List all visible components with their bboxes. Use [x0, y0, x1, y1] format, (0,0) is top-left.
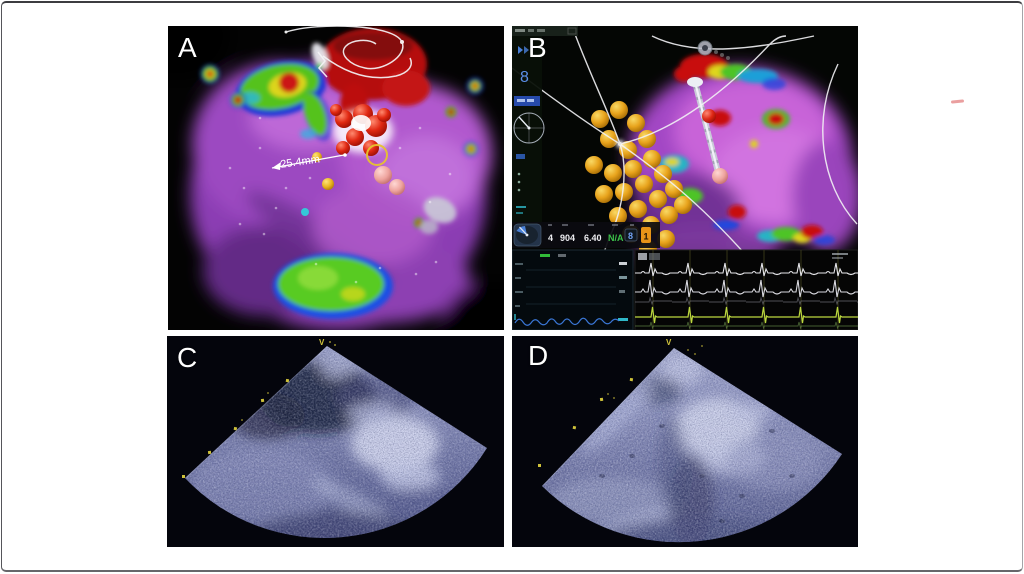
- chevron-right-icon: [518, 46, 523, 54]
- panel-a-voltage-map: 25.4mm A: [168, 26, 504, 330]
- ecg-panel: [634, 249, 858, 330]
- panel-b-mapping-screen: 8: [512, 26, 858, 330]
- panel-c-echocardiogram: V C: [167, 336, 504, 547]
- panel-b-graphic: 8: [512, 26, 858, 330]
- panel-a-graphic: 25.4mm: [168, 26, 504, 330]
- measurement-annotation: 25.4mm: [271, 153, 347, 171]
- sidebar-map-number: 8: [520, 69, 529, 86]
- stray-red-mark: [950, 99, 965, 104]
- ablation-status-bar: 4 904 6.40 N/A 8 1: [512, 222, 660, 248]
- pressure-waveform: [514, 317, 620, 326]
- surface-speckle-dots: [228, 116, 452, 284]
- status-value: 6.40: [584, 233, 602, 243]
- lesion-markers: [585, 101, 692, 258]
- depth-tick-marks: V: [182, 338, 336, 478]
- mapping-catheter: [687, 77, 728, 184]
- measurement-label: 25.4mm: [280, 153, 321, 170]
- depth-tick-marks: V: [538, 338, 703, 467]
- panel-d-echocardiogram: V D: [512, 336, 858, 547]
- sector-apex-marker: V: [666, 338, 672, 347]
- catheter-wires: [284, 26, 412, 79]
- scar-and-lesion-patches: [200, 28, 484, 319]
- sector-apex-marker: V: [319, 338, 325, 347]
- vitals-monitor-panel: [512, 249, 634, 330]
- status-value-na: N/A: [608, 233, 624, 243]
- panel-a-label: A: [178, 32, 197, 63]
- compass-circle-icon: [513, 112, 545, 144]
- panel-b-label: B: [528, 32, 547, 63]
- panel-c-label: C: [177, 342, 198, 373]
- status-value-chip: 1: [644, 232, 649, 242]
- ablation-points: [301, 104, 405, 216]
- panel-c-graphic: V: [167, 336, 504, 547]
- status-value: 4: [548, 233, 553, 243]
- ecg-trace-green-faint: [635, 320, 858, 330]
- panel-d-label: D: [528, 340, 549, 371]
- catheter-tip-icon: [697, 40, 730, 60]
- orientation-gauge-icon: [513, 223, 542, 247]
- status-value-boxed: 8: [628, 231, 633, 241]
- mapping-sidebar: 8: [512, 26, 578, 248]
- chevron-right-icon: [524, 46, 529, 54]
- status-value: 904: [560, 233, 575, 243]
- panel-d-graphic: V: [512, 336, 858, 547]
